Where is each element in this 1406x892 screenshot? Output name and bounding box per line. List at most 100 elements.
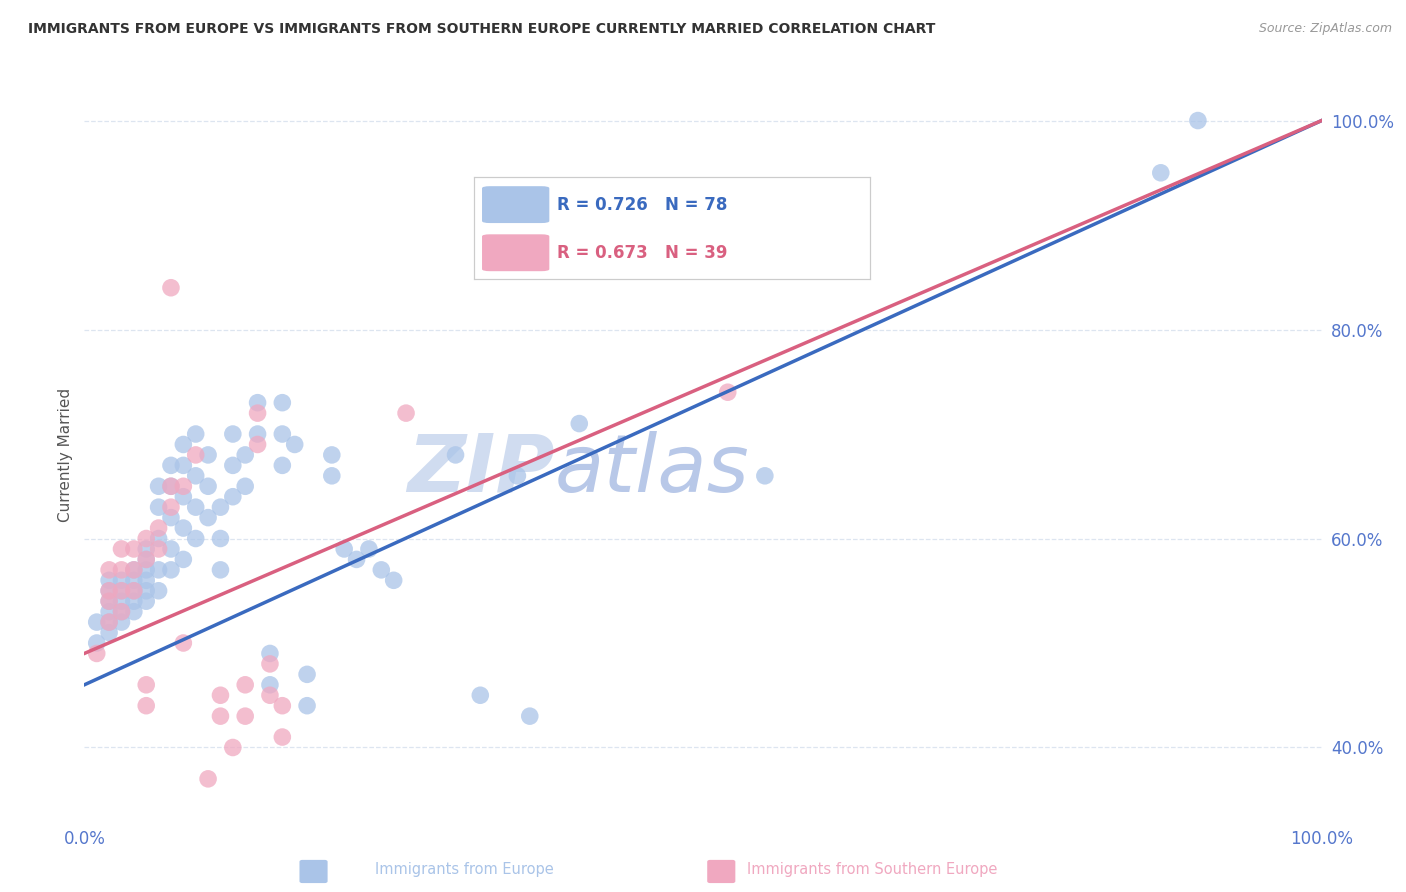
Point	[197, 448, 219, 462]
Point	[271, 427, 294, 442]
Point	[172, 437, 194, 451]
Point	[135, 574, 157, 588]
Point	[160, 281, 183, 295]
Point	[370, 563, 392, 577]
Point	[519, 709, 541, 723]
Point	[172, 490, 194, 504]
Text: atlas: atlas	[554, 431, 749, 508]
Point	[122, 574, 145, 588]
Point	[148, 563, 170, 577]
Point	[160, 563, 183, 577]
Point	[98, 574, 121, 588]
Point	[271, 698, 294, 713]
Point	[160, 541, 183, 556]
Point	[86, 615, 108, 629]
Point	[395, 406, 418, 420]
Point	[346, 552, 368, 566]
Point	[209, 563, 232, 577]
Point	[160, 458, 183, 473]
Point	[568, 417, 591, 431]
Point	[135, 552, 157, 566]
Point	[172, 479, 194, 493]
Point	[135, 698, 157, 713]
Point	[98, 563, 121, 577]
Point	[148, 583, 170, 598]
Point	[184, 448, 207, 462]
Point	[209, 688, 232, 702]
Text: Immigrants from Southern Europe: Immigrants from Southern Europe	[747, 863, 997, 877]
Point	[160, 479, 183, 493]
Point	[246, 395, 269, 409]
Point	[184, 500, 207, 515]
Point	[122, 583, 145, 598]
Point	[197, 772, 219, 786]
Point	[717, 385, 740, 400]
Point	[209, 500, 232, 515]
Point	[184, 532, 207, 546]
Point	[86, 647, 108, 661]
Point	[122, 605, 145, 619]
Point	[98, 583, 121, 598]
Point	[222, 458, 245, 473]
Point	[148, 521, 170, 535]
Point	[222, 490, 245, 504]
Point	[295, 667, 318, 681]
Point	[135, 541, 157, 556]
Point	[321, 468, 343, 483]
Point	[184, 427, 207, 442]
Point	[148, 532, 170, 546]
Point	[160, 510, 183, 524]
Point	[135, 552, 157, 566]
Point	[506, 468, 529, 483]
Point	[197, 510, 219, 524]
Point	[233, 479, 256, 493]
Point	[110, 615, 132, 629]
Point	[259, 657, 281, 671]
Point	[233, 448, 256, 462]
Point	[259, 688, 281, 702]
Point	[246, 406, 269, 420]
Point	[98, 583, 121, 598]
Point	[233, 678, 256, 692]
Point	[321, 448, 343, 462]
Point	[98, 615, 121, 629]
Point	[110, 605, 132, 619]
Text: ZIP: ZIP	[408, 431, 554, 508]
Point	[122, 541, 145, 556]
Point	[135, 594, 157, 608]
Point	[110, 594, 132, 608]
Point	[110, 541, 132, 556]
Point	[259, 678, 281, 692]
Y-axis label: Currently Married: Currently Married	[58, 388, 73, 522]
Point	[110, 605, 132, 619]
Point	[754, 468, 776, 483]
Point	[222, 427, 245, 442]
Point	[197, 479, 219, 493]
Point	[98, 605, 121, 619]
Point	[110, 583, 132, 598]
Point	[172, 636, 194, 650]
Point	[333, 541, 356, 556]
Point	[470, 688, 492, 702]
Text: Source: ZipAtlas.com: Source: ZipAtlas.com	[1258, 22, 1392, 36]
Point	[357, 541, 380, 556]
Text: IMMIGRANTS FROM EUROPE VS IMMIGRANTS FROM SOUTHERN EUROPE CURRENTLY MARRIED CORR: IMMIGRANTS FROM EUROPE VS IMMIGRANTS FRO…	[28, 22, 935, 37]
Point	[148, 541, 170, 556]
Point	[135, 678, 157, 692]
Point	[122, 563, 145, 577]
Point	[148, 500, 170, 515]
Point	[172, 521, 194, 535]
Point	[148, 479, 170, 493]
Point	[209, 709, 232, 723]
Point	[172, 552, 194, 566]
Point	[271, 730, 294, 744]
Point	[110, 583, 132, 598]
Point	[271, 458, 294, 473]
Point	[110, 574, 132, 588]
Point	[1150, 166, 1173, 180]
Point	[271, 395, 294, 409]
Point	[284, 437, 307, 451]
Point	[246, 427, 269, 442]
Point	[209, 532, 232, 546]
Point	[259, 647, 281, 661]
